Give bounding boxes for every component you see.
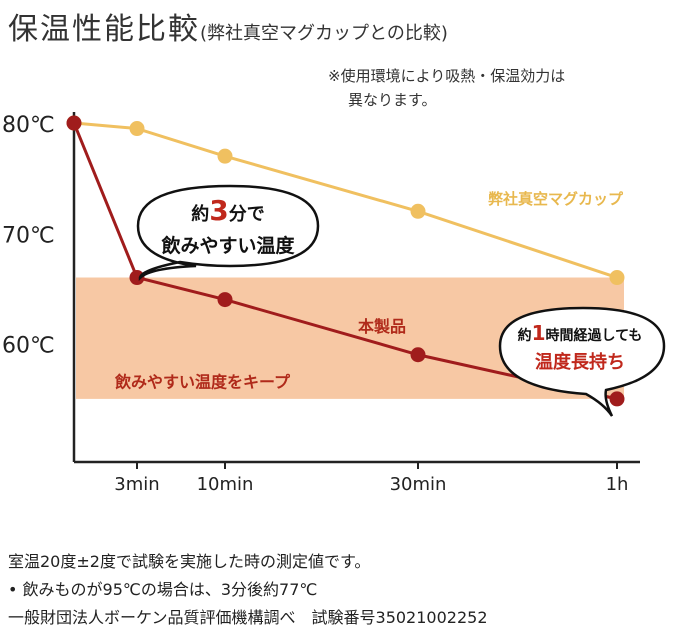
- footer-line1: 室温20度±2度で試験を実施した時の測定値です。: [8, 552, 371, 571]
- callout-left-bubble: [136, 184, 320, 282]
- usage-note-line1: ※使用環境により吸熱・保温効力は: [328, 67, 566, 85]
- series-label-mug: 弊社真空マグカップ: [488, 190, 624, 208]
- callout-right-line1: 約1時間経過しても: [518, 321, 643, 345]
- callout-left-line1: 約3分で: [191, 194, 264, 227]
- usage-note-line2: 異なります。: [348, 91, 437, 109]
- temperature-chart: 飲みやすい温度をキープ 80℃ 70℃ 60℃ 3min 10min 30min 1h 弊…: [2, 112, 666, 495]
- footer-line3: 一般財団法人ボーケン品質評価機構調べ 試験番号35021002252: [8, 608, 488, 627]
- chart-title-sub: (弊社真空マグカップとの比較): [200, 23, 448, 44]
- series-layer: [66, 115, 625, 407]
- chart-title: 保温性能比較(弊社真空マグカップとの比較): [8, 4, 448, 48]
- chart-title-main: 保温性能比較: [8, 12, 200, 47]
- callout-right: 約1時間経過しても 温度長持ち: [498, 306, 666, 417]
- x-tick-label-3: 1h: [606, 474, 629, 495]
- series-point-mug-3: [410, 203, 426, 219]
- y-tick-label-0: 80℃: [2, 113, 55, 138]
- y-tick-label-1: 70℃: [2, 223, 55, 248]
- y-tick-labels: 80℃ 70℃ 60℃: [2, 113, 55, 359]
- series-point-mug-2: [217, 148, 233, 164]
- series-point-product-0: [66, 115, 82, 131]
- series-point-mug-1: [129, 121, 145, 137]
- series-point-product-2: [217, 292, 233, 308]
- series-point-mug-4: [609, 270, 625, 286]
- series-label-product: 本製品: [358, 317, 406, 336]
- footer-notes: 室温20度±2度で試験を実施した時の測定値です。 • 飲みものが95℃の場合は、…: [8, 548, 488, 632]
- footer-line2: • 飲みものが95℃の場合は、3分後約77℃: [8, 580, 318, 599]
- usage-note: ※使用環境により吸熱・保温効力は 異なります。: [328, 64, 565, 112]
- series-point-product-4: [609, 391, 625, 407]
- y-tick-label-2: 60℃: [2, 334, 55, 359]
- series-point-product-1: [129, 270, 145, 286]
- callout-left: 約3分で 飲みやすい温度: [136, 184, 320, 282]
- x-tick-labels: 3min 10min 30min 1h: [114, 462, 628, 495]
- series-point-product-3: [410, 347, 426, 363]
- comfort-temp-band-label: 飲みやすい温度をキープ: [114, 373, 291, 392]
- callout-right-line2: 温度長持ち: [535, 351, 625, 373]
- callout-left-line2: 飲みやすい温度: [160, 234, 295, 257]
- x-tick-label-1: 10min: [197, 474, 254, 495]
- callout-right-bubble: [498, 306, 666, 417]
- x-tick-label-2: 30min: [390, 474, 447, 495]
- x-tick-label-0: 3min: [114, 474, 159, 495]
